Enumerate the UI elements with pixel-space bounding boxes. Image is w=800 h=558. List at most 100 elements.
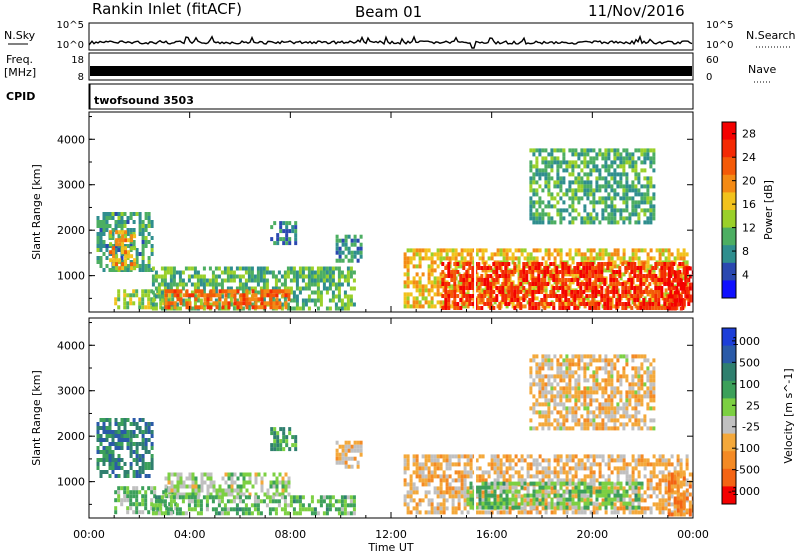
power-cell: [633, 290, 636, 294]
power-cell: [139, 228, 142, 232]
velocity-cell: [258, 473, 261, 477]
power-cell: [557, 248, 560, 252]
power-cell: [573, 306, 576, 310]
power-cell: [288, 241, 291, 245]
velocity-cell: [103, 438, 106, 442]
power-cell: [547, 192, 550, 196]
velocity-cell: [554, 466, 557, 470]
power-cell: [428, 292, 431, 296]
power-cell: [604, 164, 607, 168]
velocity-cell: [183, 481, 186, 485]
power-data-cells: [97, 112, 695, 312]
power-cell: [556, 192, 559, 196]
power-cell: [173, 275, 176, 279]
velocity-cell: [225, 481, 228, 485]
velocity-cell: [539, 510, 542, 514]
velocity-cell: [103, 418, 106, 422]
velocity-cell: [647, 486, 650, 490]
power-cell: [582, 290, 585, 294]
power-cell: [270, 293, 273, 297]
velocity-cell: [461, 510, 464, 514]
velocity-cell: [145, 426, 148, 430]
power-cell: [489, 266, 492, 270]
power-cell: [610, 200, 613, 204]
power-cell: [651, 278, 654, 282]
velocity-cell: [335, 499, 338, 503]
freq-label: Freq.: [6, 53, 33, 66]
power-cell: [610, 216, 613, 220]
power-cell: [130, 266, 133, 270]
power-cell: [470, 248, 473, 252]
power-cell: [273, 293, 276, 297]
power-cell: [501, 270, 504, 274]
power-cell: [118, 266, 121, 270]
power-cell: [659, 252, 662, 256]
power-colorbar-tick-label: 28: [742, 128, 756, 141]
power-cell: [221, 271, 224, 275]
power-cell: [668, 295, 671, 299]
power-cell: [240, 301, 243, 305]
power-cell: [260, 267, 263, 271]
power-cell: [139, 220, 142, 224]
velocity-cell: [467, 454, 470, 458]
power-cell: [540, 302, 543, 306]
power-cell: [596, 256, 599, 260]
power-cell: [643, 156, 646, 160]
power-cell: [541, 148, 544, 152]
power-cell: [529, 180, 532, 184]
velocity-cell: [194, 507, 197, 511]
velocity-cell: [539, 470, 542, 474]
velocity-cell: [227, 499, 230, 503]
power-cell: [194, 267, 197, 271]
power-cell: [683, 283, 686, 287]
power-cell: [267, 289, 270, 293]
velocity-cell: [351, 445, 354, 449]
power-cell: [317, 287, 320, 291]
velocity-cell: [209, 495, 212, 499]
velocity-cell: [118, 454, 121, 458]
power-cell: [589, 180, 592, 184]
velocity-cell: [515, 506, 518, 510]
power-cell: [621, 262, 624, 266]
velocity-cell: [155, 495, 158, 499]
power-cell: [124, 254, 127, 258]
power-cell: [237, 305, 240, 309]
velocity-cell: [536, 462, 539, 466]
power-cell: [537, 274, 540, 278]
velocity-cell: [497, 510, 500, 514]
velocity-cell: [219, 485, 222, 489]
power-cell: [118, 220, 121, 224]
velocity-cell: [291, 443, 294, 447]
velocity-cell: [233, 495, 236, 499]
power-cell: [654, 302, 657, 306]
power-cell: [541, 208, 544, 212]
velocity-cell: [554, 510, 557, 514]
velocity-cell: [563, 462, 566, 466]
velocity-cell: [416, 490, 419, 494]
velocity-cell: [461, 470, 464, 474]
velocity-cell: [548, 462, 551, 466]
velocity-cell: [348, 465, 351, 469]
power-cell: [683, 303, 686, 307]
power-cell: [622, 164, 625, 168]
power-cell: [350, 275, 353, 279]
power-cell: [285, 225, 288, 229]
power-cell: [170, 279, 173, 283]
velocity-cell: [596, 454, 599, 458]
power-cell: [165, 297, 168, 301]
velocity-cell: [518, 458, 521, 462]
velocity-cell: [662, 510, 665, 514]
power-cell: [179, 275, 182, 279]
velocity-cell: [575, 462, 578, 466]
power-cell: [607, 156, 610, 160]
power-cell: [582, 274, 585, 278]
power-cell: [179, 283, 182, 287]
velocity-cell: [148, 474, 151, 478]
velocity-cell: [491, 482, 494, 486]
power-cell: [219, 289, 222, 293]
power-cell: [239, 275, 242, 279]
velocity-cell: [275, 511, 278, 515]
velocity-cell: [593, 454, 596, 458]
power-cell: [233, 307, 236, 311]
velocity-cell: [431, 498, 434, 502]
